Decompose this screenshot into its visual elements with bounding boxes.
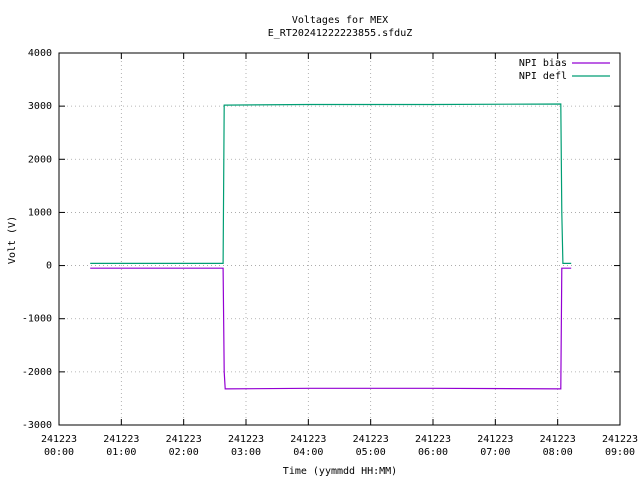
x-tick-label: 241223 xyxy=(540,434,576,445)
x-tick-label: 241223 xyxy=(228,434,264,445)
x-tick-label: 09:00 xyxy=(605,447,635,458)
y-tick-label: 0 xyxy=(46,261,52,272)
x-tick-label: 241223 xyxy=(415,434,451,445)
x-tick-label: 241223 xyxy=(41,434,77,445)
legend-label: NPI bias xyxy=(519,58,567,69)
series-line xyxy=(90,267,572,390)
x-tick-label: 03:00 xyxy=(231,447,261,458)
y-tick-label: -1000 xyxy=(22,314,52,325)
y-tick-label: -2000 xyxy=(22,367,52,378)
y-tick-label: 2000 xyxy=(28,154,52,165)
y-tick-label: 4000 xyxy=(28,48,52,59)
x-tick-label: 241223 xyxy=(602,434,638,445)
chart-title: Voltages for MEX xyxy=(292,15,388,26)
legend-label: NPI defl xyxy=(519,71,567,82)
x-tick-label: 04:00 xyxy=(293,447,323,458)
series-line xyxy=(90,103,572,264)
x-tick-label: 241223 xyxy=(353,434,389,445)
y-tick-label: 3000 xyxy=(28,101,52,112)
x-tick-label: 00:00 xyxy=(44,447,74,458)
chart-subtitle: E_RT20241222223855.sfduZ xyxy=(268,28,413,39)
x-tick-label: 241223 xyxy=(290,434,326,445)
plot-border xyxy=(58,52,621,426)
x-tick-label: 05:00 xyxy=(356,447,386,458)
x-tick-label: 241223 xyxy=(166,434,202,445)
y-tick-label: -3000 xyxy=(22,420,52,431)
x-tick-label: 241223 xyxy=(477,434,513,445)
x-tick-label: 06:00 xyxy=(418,447,448,458)
y-tick-label: 1000 xyxy=(28,207,52,218)
x-tick-label: 241223 xyxy=(103,434,139,445)
x-tick-label: 02:00 xyxy=(169,447,199,458)
y-axis-label: Volt (V) xyxy=(7,216,18,264)
x-tick-label: 08:00 xyxy=(543,447,573,458)
x-tick-label: 01:00 xyxy=(106,447,136,458)
x-tick-label: 07:00 xyxy=(480,447,510,458)
x-axis-label: Time (yymmdd HH:MM) xyxy=(283,466,397,477)
